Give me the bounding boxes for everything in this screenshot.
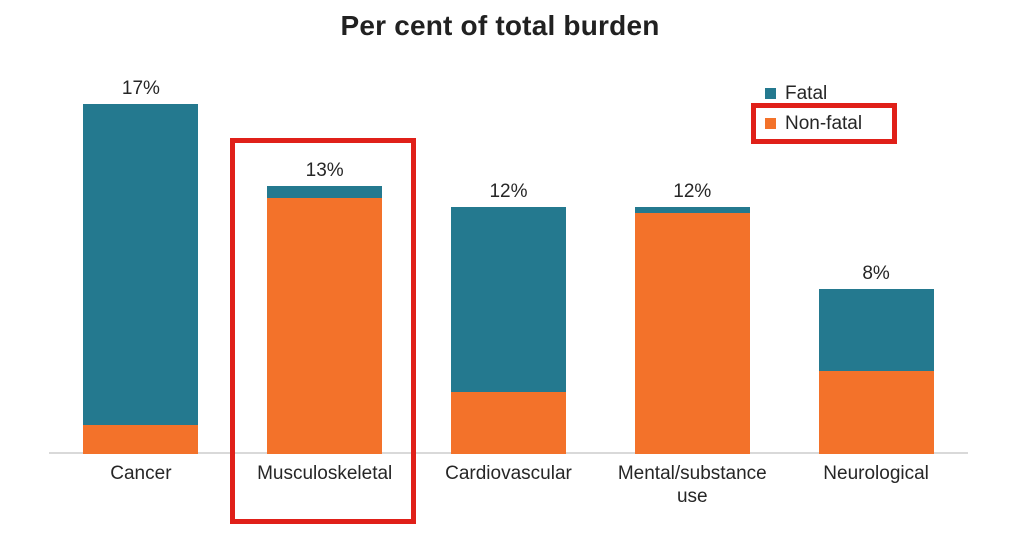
bar-segment-fatal [818,289,934,371]
bar-segment-non-fatal [818,371,934,454]
bar-neurological [818,289,934,454]
x-axis-label: Mental/substance use [617,463,767,507]
bar-cardiovascular [451,207,566,454]
bar-segment-fatal [451,207,566,392]
bar-segment-non-fatal [83,425,199,454]
bar-value-label: 13% [305,160,344,181]
bar-value-label: 12% [673,181,712,202]
non-fatal-swatch-icon [765,118,776,129]
x-axis-label: Neurological [823,463,929,484]
legend-item-non-fatal-highlight-box: Non-fatal [751,103,897,144]
bar-segment-non-fatal [267,198,383,454]
x-axis-label: Musculoskeletal [257,463,393,484]
legend-item-non-fatal-label: Non-fatal [785,112,863,134]
bar-segment-non-fatal [634,213,750,454]
bar-value-label: 17% [121,78,160,99]
bar-segment-fatal [634,207,750,213]
legend-item-fatal-label: Fatal [785,82,828,104]
bar-value-label: 12% [489,181,528,202]
fatal-swatch-icon [765,88,776,99]
legend-item-fatal: Fatal [765,83,827,104]
bar-segment-fatal [83,104,199,425]
bar-segment-non-fatal [451,392,566,454]
bar-segment-fatal [267,186,383,198]
bar-mental-substance-use [634,207,750,454]
chart-title: Per cent of total burden [340,10,660,41]
x-axis-label: Cardiovascular [445,463,572,484]
bar-musculoskeletal [267,186,383,454]
musculoskeletal-highlight-box [230,138,416,524]
bar-value-label: 8% [862,263,890,284]
x-axis-label: Cancer [110,463,172,484]
bar-cancer [83,104,199,454]
